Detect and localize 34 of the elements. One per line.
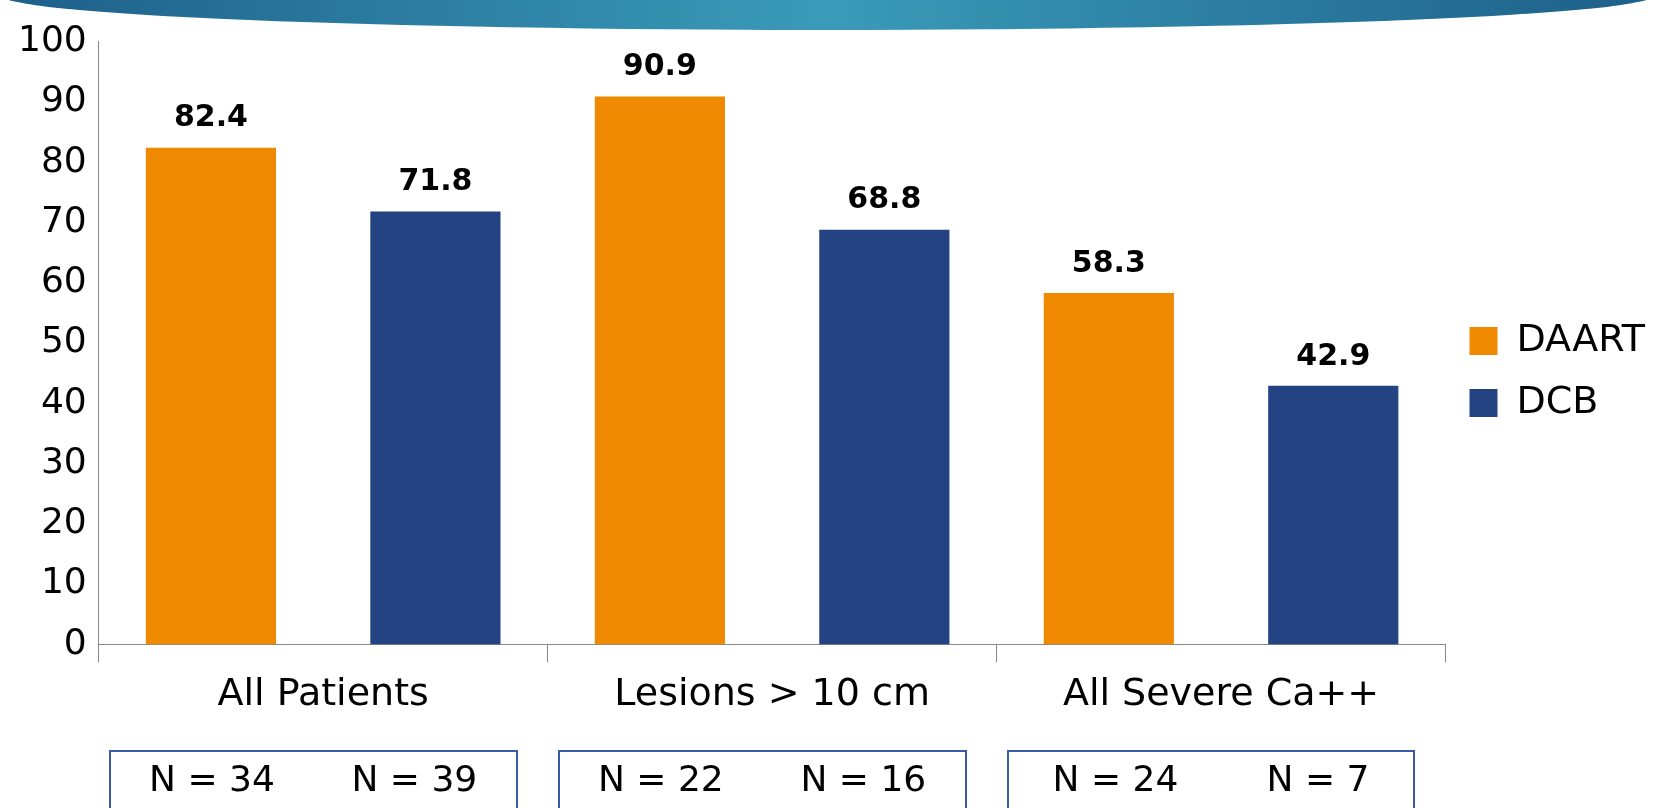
bar [1043, 292, 1174, 645]
y-tick-label: 10 [40, 560, 87, 602]
y-tick-label: 100 [17, 17, 87, 59]
data-label: 42.9 [1296, 336, 1371, 372]
data-label: 71.8 [398, 162, 473, 198]
y-tick-label: 50 [40, 319, 87, 361]
bar [594, 96, 725, 645]
data-label: 82.4 [173, 98, 248, 134]
text: N = 39 [351, 757, 478, 799]
text: N = 16 [800, 757, 927, 799]
y-tick-label: 40 [40, 379, 87, 421]
legend-label: DAART [1516, 315, 1646, 360]
data-label: 90.9 [622, 47, 697, 83]
x-tick-label: All Patients [217, 670, 429, 715]
y-tick-label: 20 [40, 500, 87, 542]
bar [819, 229, 950, 645]
text: N = 24 [1052, 757, 1179, 799]
data-label: 58.3 [1071, 243, 1146, 279]
y-tick-label: 0 [63, 620, 87, 662]
x-tick-label: All Severe Ca++ [1062, 670, 1380, 715]
y-tick-label: 70 [40, 198, 87, 240]
y-tick-label: 80 [40, 138, 87, 180]
bar [1268, 385, 1399, 645]
text: N = 34 [149, 757, 275, 799]
legend-label: DCB [1516, 377, 1599, 422]
data-label: 68.8 [847, 180, 922, 216]
text: N = 22 [597, 757, 724, 799]
bar [145, 147, 277, 645]
text: N = 7 [1266, 757, 1370, 799]
bar [370, 211, 501, 645]
y-tick-label: 90 [40, 78, 87, 120]
y-tick-label: 60 [40, 259, 87, 301]
x-tick-label: Lesions > 10 cm [614, 670, 930, 715]
y-tick-label: 30 [40, 439, 87, 481]
